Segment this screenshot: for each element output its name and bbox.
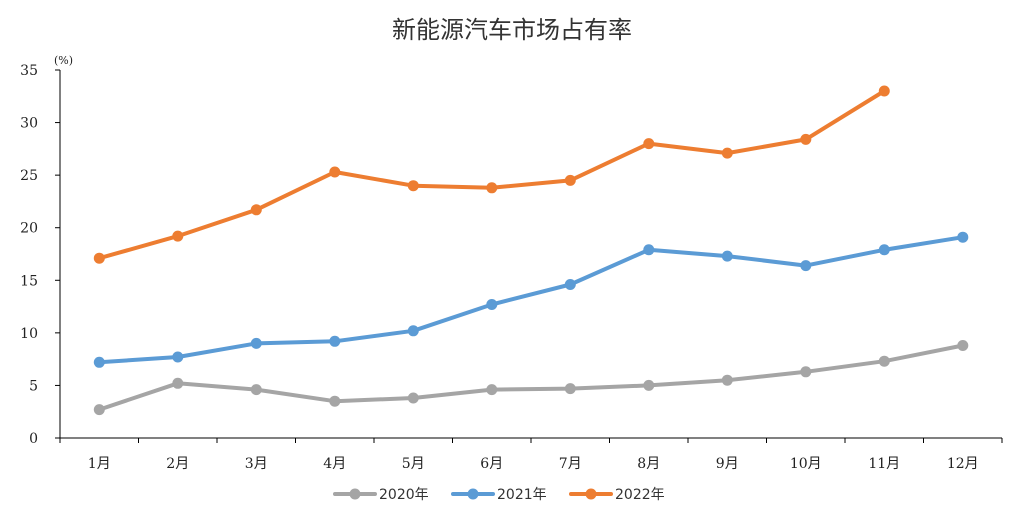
data-point: [800, 133, 812, 145]
series-line: [97, 89, 887, 261]
legend-swatch-marker: [467, 488, 479, 500]
data-point: [93, 356, 105, 368]
data-point: [643, 138, 655, 150]
series-layer: [93, 85, 969, 416]
data-point: [329, 335, 341, 347]
data-point: [800, 260, 812, 272]
series-3: [93, 85, 890, 264]
y-axis-unit: (%): [54, 54, 73, 67]
data-point: [721, 374, 733, 386]
data-point: [93, 252, 105, 264]
y-tick-label: 30: [20, 116, 38, 132]
data-point: [878, 244, 890, 256]
data-point: [957, 231, 969, 243]
data-point: [878, 85, 890, 97]
x-tick-label: 6月: [480, 456, 503, 472]
data-point: [407, 325, 419, 337]
legend-item: 2020年: [333, 487, 429, 503]
x-tick-label: 3月: [245, 456, 268, 472]
data-point: [329, 166, 341, 178]
x-tick-label: 11月: [868, 456, 900, 472]
data-point: [564, 279, 576, 290]
legend-item: 2021年: [451, 487, 547, 503]
x-tick-label: 2月: [166, 456, 189, 472]
x-tick-label: 10月: [790, 456, 822, 472]
data-point: [721, 147, 733, 159]
data-point: [564, 174, 576, 186]
data-point: [172, 351, 184, 363]
y-tick-label: 0: [29, 431, 38, 447]
legend-item: 2022年: [569, 487, 665, 503]
x-tick-label: 1月: [88, 456, 111, 472]
chart-title: 新能源汽车市场占有率: [392, 16, 632, 44]
y-tick-label: 5: [29, 378, 38, 394]
data-point: [878, 355, 890, 367]
y-tick-label: 15: [20, 273, 38, 289]
data-point: [407, 392, 419, 404]
data-point: [93, 404, 105, 416]
data-point: [250, 384, 262, 396]
data-point: [800, 366, 812, 378]
series-2: [93, 231, 969, 368]
y-tick-label: 25: [20, 168, 38, 184]
data-point: [172, 377, 184, 389]
legend-swatch-marker: [349, 488, 361, 500]
data-point: [643, 244, 655, 256]
legend-swatch-marker: [585, 488, 597, 500]
x-tick-label: 12月: [947, 456, 979, 472]
legend-label: 2021年: [497, 487, 547, 503]
x-tick-label: 4月: [323, 456, 346, 472]
x-tick-label: 8月: [637, 456, 660, 472]
y-tick-label: 20: [20, 221, 38, 237]
legend-label: 2022年: [615, 487, 665, 503]
data-point: [172, 230, 184, 242]
y-tick-label: 35: [20, 63, 38, 79]
x-tick-label: 7月: [559, 456, 582, 472]
data-point: [407, 180, 419, 192]
data-point: [486, 384, 498, 396]
data-point: [721, 250, 733, 262]
legend: 2020年 2021年 2022年: [333, 487, 665, 503]
data-point: [643, 379, 655, 391]
series-1: [93, 340, 969, 416]
data-point: [486, 182, 498, 194]
data-point: [250, 337, 262, 349]
y-tick-label: 10: [20, 326, 38, 342]
data-point: [250, 204, 262, 216]
legend-label: 2020年: [379, 487, 429, 503]
series-line: [97, 343, 965, 412]
data-point: [486, 299, 498, 310]
series-line: [97, 235, 965, 365]
x-tick-label: 9月: [716, 456, 739, 472]
x-tick-label: 5月: [402, 456, 425, 472]
data-point: [957, 340, 969, 351]
data-point: [564, 383, 576, 395]
data-point: [329, 395, 341, 407]
axes: 0 5 10 15 20 25 30 35 1月 2月 3月 4月 5月 6月 7月 8月 9月 10月 11月 12…: [20, 63, 1003, 472]
